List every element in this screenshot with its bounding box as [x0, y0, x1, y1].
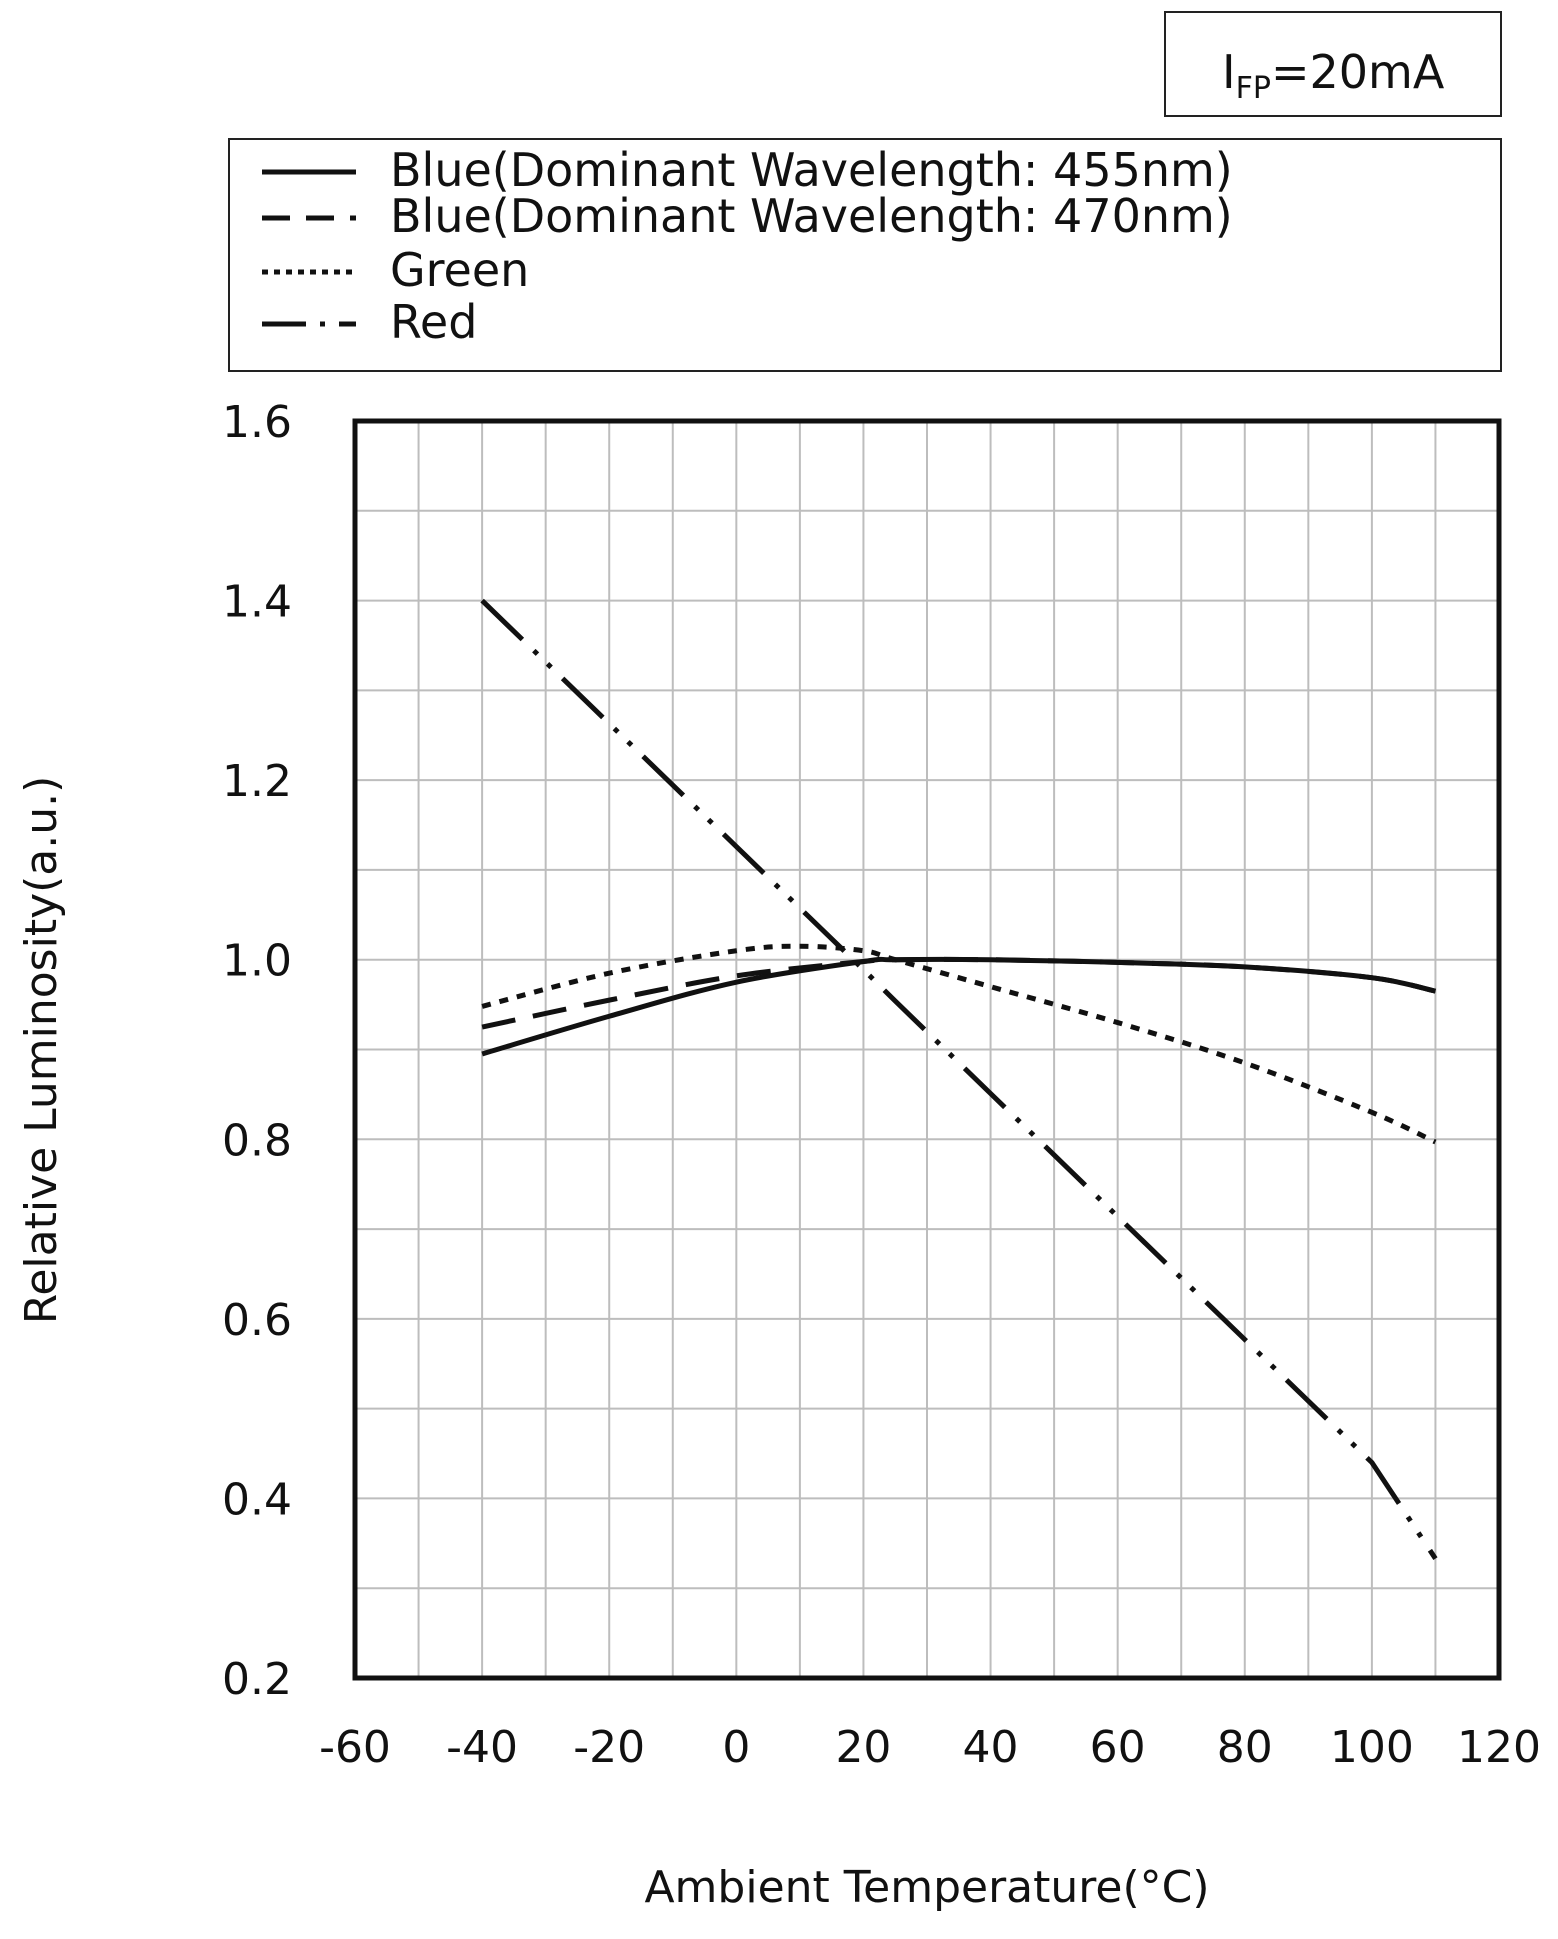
y-tick-label: 0.2: [222, 1654, 292, 1705]
y-axis-title: Relative Luminosity(a.u.): [16, 776, 67, 1325]
x-tick-label: 20: [835, 1722, 891, 1773]
condition-subscript: FP: [1236, 71, 1271, 106]
condition-label: IFP=20mA: [1222, 45, 1445, 106]
y-tick-label: 1.0: [222, 936, 292, 987]
condition-value: =20mA: [1271, 45, 1445, 99]
x-tick-label: 120: [1457, 1722, 1541, 1773]
series-line-4: [480, 598, 1438, 1560]
legend: Blue(Dominant Wavelength: 455nm)Blue(Dom…: [228, 138, 1502, 372]
y-tick-label: 1.4: [222, 577, 292, 628]
y-tick-label: 0.4: [222, 1474, 292, 1525]
x-axis-title: Ambient Temperature(°C): [644, 1862, 1209, 1913]
condition-base: I: [1222, 45, 1236, 99]
condition-box: IFP=20mA: [1164, 11, 1502, 117]
legend-frame: [228, 138, 1502, 372]
series-layer: [480, 598, 1438, 1560]
legend-label-1: Blue(Dominant Wavelength: 455nm): [390, 143, 1233, 197]
series-line-3: [481, 943, 1437, 1145]
y-tick-label: 0.6: [222, 1295, 292, 1346]
x-tick-label: 0: [722, 1722, 750, 1773]
grid: [355, 421, 1499, 1678]
legend-label-4: Red: [390, 295, 477, 349]
legend-label-3: Green: [390, 243, 529, 297]
x-axis-ticks: -60 -40 -20 0 20 40 60 80 100 120: [319, 1722, 1541, 1773]
x-tick-label: 40: [963, 1722, 1019, 1773]
series-line-2: [481, 956, 1436, 1030]
condition-box-frame: [1164, 11, 1502, 117]
x-tick-label: -20: [573, 1722, 645, 1773]
y-axis-ticks: 0.2 0.4 0.6 0.8 1.0 1.2 1.4 1.6: [222, 397, 292, 1705]
x-tick-label: -60: [319, 1722, 391, 1773]
x-tick-label: 100: [1330, 1722, 1414, 1773]
y-tick-label: 1.2: [222, 756, 292, 807]
y-tick-label: 0.8: [222, 1115, 292, 1166]
legend-label-2: Blue(Dominant Wavelength: 470nm): [390, 189, 1233, 243]
y-tick-label: 1.6: [222, 397, 292, 448]
x-tick-label: -40: [446, 1722, 518, 1773]
x-tick-label: 80: [1217, 1722, 1273, 1773]
series-line-1: [481, 956, 1436, 1057]
x-tick-label: 60: [1090, 1722, 1146, 1773]
plot-frame: [352, 418, 1502, 1681]
